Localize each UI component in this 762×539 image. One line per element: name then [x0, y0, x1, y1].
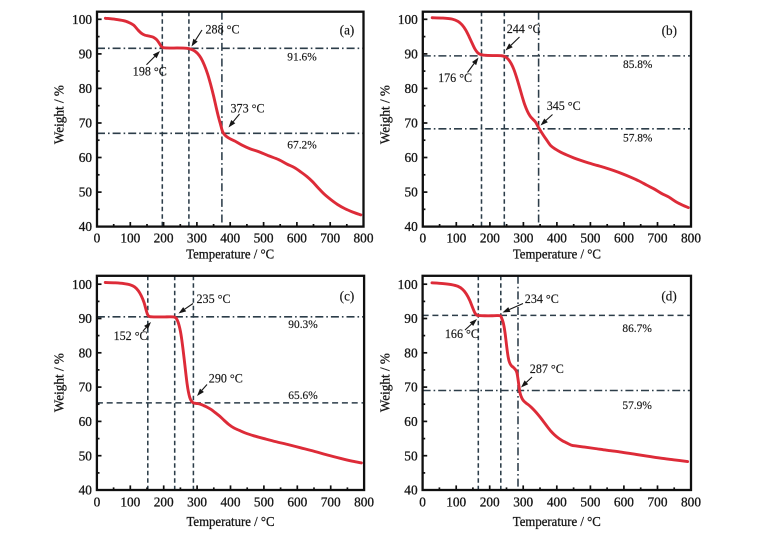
svg-text:80: 80 [79, 81, 93, 96]
svg-text:600: 600 [614, 494, 634, 509]
svg-text:67.2%: 67.2% [287, 140, 317, 152]
svg-text:60: 60 [404, 414, 418, 429]
svg-text:80: 80 [405, 81, 419, 96]
svg-text:50: 50 [404, 448, 418, 463]
svg-text:345 °C: 345 °C [547, 99, 581, 113]
svg-text:500: 500 [254, 494, 274, 509]
svg-text:400: 400 [547, 494, 567, 509]
svg-text:100: 100 [72, 12, 92, 27]
svg-text:80: 80 [404, 345, 418, 360]
svg-text:Temperature / °C: Temperature / °C [186, 248, 274, 263]
svg-text:100: 100 [446, 494, 466, 509]
svg-text:600: 600 [287, 230, 307, 245]
svg-text:500: 500 [580, 230, 600, 245]
svg-text:700: 700 [648, 230, 668, 245]
svg-text:300: 300 [187, 230, 207, 245]
svg-text:235 °C: 235 °C [197, 292, 231, 306]
svg-text:Weight / %: Weight / % [53, 353, 68, 412]
svg-text:0: 0 [419, 494, 426, 509]
svg-text:300: 300 [513, 494, 533, 509]
svg-text:90: 90 [405, 47, 419, 62]
svg-text:40: 40 [405, 219, 419, 234]
svg-text:60: 60 [79, 150, 93, 165]
svg-text:50: 50 [79, 448, 93, 463]
svg-text:91.6%: 91.6% [287, 52, 317, 64]
svg-text:86.7%: 86.7% [622, 323, 652, 335]
svg-text:400: 400 [220, 230, 240, 245]
svg-text:60: 60 [79, 414, 93, 429]
svg-text:600: 600 [287, 494, 307, 509]
svg-text:300: 300 [187, 494, 207, 509]
svg-text:Temperature / °C: Temperature / °C [187, 515, 275, 530]
svg-text:0: 0 [94, 494, 101, 509]
svg-text:90: 90 [79, 311, 93, 326]
svg-text:288 °C: 288 °C [206, 23, 240, 37]
svg-text:90: 90 [404, 311, 418, 326]
svg-text:90: 90 [79, 47, 93, 62]
svg-text:200: 200 [154, 494, 174, 509]
svg-text:57.8%: 57.8% [623, 132, 653, 144]
svg-text:800: 800 [354, 230, 374, 245]
svg-text:198 °C: 198 °C [133, 65, 167, 79]
svg-text:290 °C: 290 °C [209, 372, 243, 386]
svg-text:100: 100 [398, 277, 418, 292]
svg-text:85.8%: 85.8% [623, 59, 653, 71]
svg-text:800: 800 [681, 230, 701, 245]
svg-text:200: 200 [154, 230, 174, 245]
svg-text:80: 80 [79, 345, 93, 360]
svg-text:800: 800 [354, 494, 374, 509]
svg-text:100: 100 [398, 12, 418, 27]
svg-text:800: 800 [681, 494, 701, 509]
svg-text:40: 40 [79, 483, 93, 498]
svg-text:90.3%: 90.3% [288, 319, 318, 331]
svg-text:166 °C: 166 °C [445, 327, 479, 341]
svg-text:(a): (a) [340, 23, 355, 38]
svg-text:700: 700 [321, 494, 341, 509]
svg-text:700: 700 [320, 230, 340, 245]
svg-text:100: 100 [120, 230, 140, 245]
svg-text:70: 70 [79, 380, 93, 395]
svg-text:40: 40 [79, 219, 93, 234]
svg-text:152 °C: 152 °C [114, 329, 148, 343]
svg-text:Temperature / °C: Temperature / °C [513, 515, 601, 530]
svg-text:(b): (b) [662, 23, 677, 38]
svg-text:373 °C: 373 °C [231, 102, 265, 116]
svg-text:40: 40 [404, 483, 418, 498]
svg-text:400: 400 [547, 230, 567, 245]
svg-text:Temperature / °C: Temperature / °C [513, 248, 601, 263]
svg-text:100: 100 [120, 494, 140, 509]
svg-text:Weight / %: Weight / % [53, 85, 68, 144]
svg-text:100: 100 [446, 230, 466, 245]
svg-text:(d): (d) [661, 288, 676, 303]
svg-text:100: 100 [72, 277, 92, 292]
svg-text:600: 600 [614, 230, 634, 245]
svg-text:287 °C: 287 °C [530, 362, 564, 376]
svg-text:65.6%: 65.6% [288, 390, 318, 402]
svg-text:50: 50 [79, 185, 93, 200]
svg-text:700: 700 [648, 494, 668, 509]
svg-text:70: 70 [405, 116, 419, 131]
svg-text:60: 60 [405, 150, 419, 165]
svg-text:500: 500 [254, 230, 274, 245]
svg-text:0: 0 [419, 230, 426, 245]
svg-text:400: 400 [221, 494, 241, 509]
svg-text:Weight / %: Weight / % [378, 85, 393, 144]
svg-text:(c): (c) [340, 288, 355, 303]
svg-text:300: 300 [513, 230, 533, 245]
svg-text:234 °C: 234 °C [525, 292, 559, 306]
svg-text:0: 0 [94, 230, 101, 245]
svg-text:70: 70 [79, 116, 93, 131]
svg-text:176 °C: 176 °C [438, 71, 472, 85]
svg-text:244 °C: 244 °C [507, 22, 541, 36]
svg-text:50: 50 [405, 185, 419, 200]
svg-text:Weight / %: Weight / % [378, 353, 393, 412]
svg-text:200: 200 [480, 230, 500, 245]
svg-text:500: 500 [580, 494, 600, 509]
svg-text:70: 70 [404, 380, 418, 395]
svg-text:200: 200 [480, 494, 500, 509]
svg-text:57.9%: 57.9% [622, 400, 652, 412]
